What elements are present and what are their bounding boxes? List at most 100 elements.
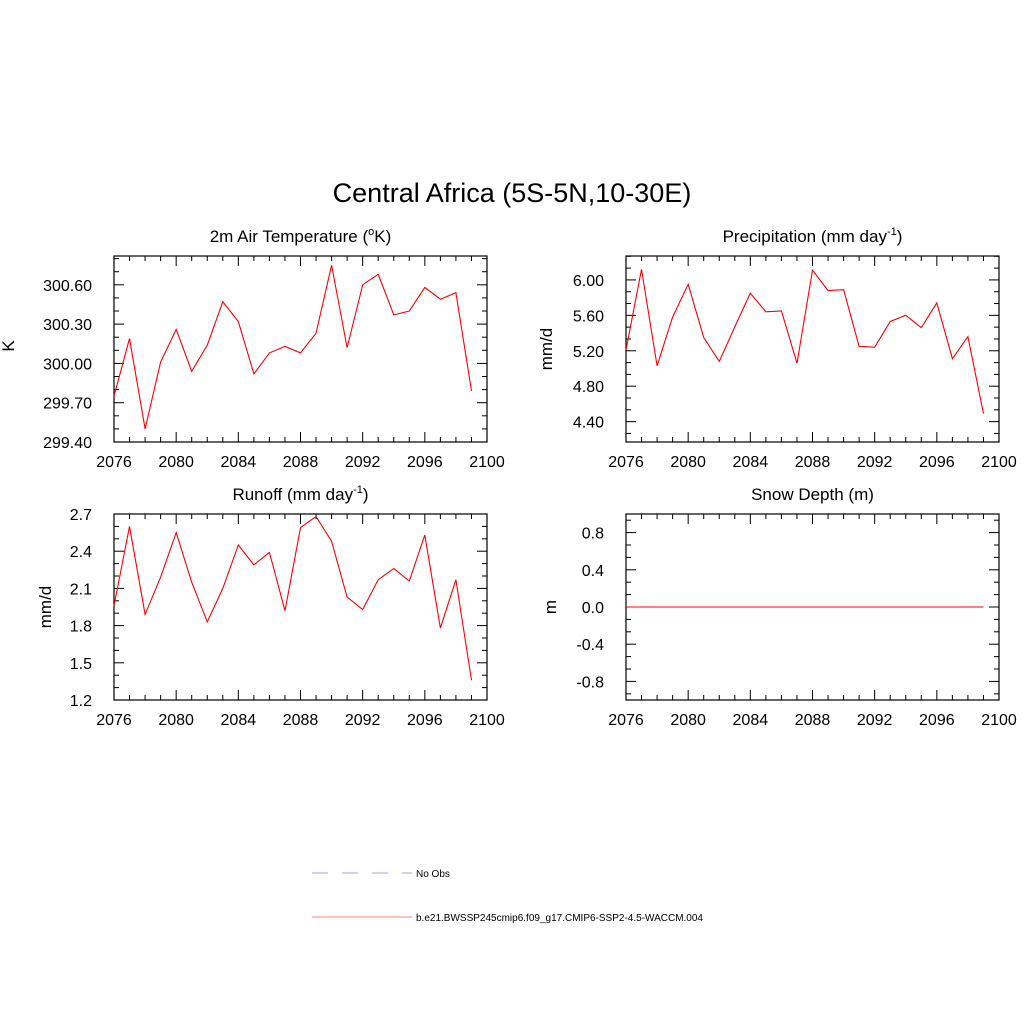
x-tick-label: 2080: [670, 712, 706, 729]
data-point: [625, 606, 626, 607]
data-point: [284, 610, 285, 611]
x-tick-label: 2088: [795, 712, 831, 729]
data-point: [952, 358, 953, 359]
data-point: [781, 310, 782, 311]
data-point: [812, 270, 813, 271]
data-point: [890, 606, 891, 607]
data-point: [409, 580, 410, 581]
data-point: [362, 609, 363, 610]
panel-title: 2m Air Temperature (oK): [210, 226, 392, 246]
panel-title-main: Snow Depth (m): [751, 485, 874, 504]
data-point: [424, 534, 425, 535]
data-point: [765, 606, 766, 607]
data-point: [300, 352, 301, 353]
panel-title-main: Precipitation (mm day: [723, 227, 888, 246]
data-point: [113, 605, 114, 606]
data-point: [207, 621, 208, 622]
y-tick-label: 1.5: [70, 656, 92, 673]
plot-frame: [113, 255, 488, 443]
x-tick-label: 2080: [158, 454, 194, 471]
panels-group: 2m Air Temperature (oK) K 2076 2080 2084 2088…: [0, 226, 1017, 729]
data-point: [471, 390, 472, 391]
data-point: [347, 596, 348, 597]
panel-title: Precipitation (mm day-1): [723, 226, 903, 246]
data-point: [191, 582, 192, 583]
y-tick-label: 1.2: [70, 693, 92, 710]
y-tick-label: 6.00: [573, 273, 604, 290]
data-point: [238, 321, 239, 322]
data-point: [703, 606, 704, 607]
data-point: [393, 314, 394, 315]
data-point: [952, 606, 953, 607]
plot-frame: [113, 513, 488, 701]
x-tick-label: 2084: [733, 454, 769, 471]
data-point: [967, 606, 968, 607]
data-point: [393, 568, 394, 569]
data-point: [284, 346, 285, 347]
x-tick-label: 2092: [345, 454, 381, 471]
y-tick-label: 300.60: [43, 278, 92, 295]
data-point: [656, 365, 657, 366]
data-point: [703, 337, 704, 338]
series-line: [625, 268, 985, 414]
data-point: [440, 627, 441, 628]
data-point: [176, 329, 177, 330]
legend: No Obs b.e21.BWSSP245cmip6.f09_g17.CMIP6-…: [312, 869, 703, 924]
data-point: [890, 321, 891, 322]
panel-title-superscript: o: [368, 226, 374, 238]
data-point: [269, 352, 270, 353]
y-tick-label: 0.4: [582, 563, 604, 580]
x-tick-label: 2096: [919, 454, 955, 471]
data-point: [455, 579, 456, 580]
data-point: [921, 606, 922, 607]
y-tick-label: 300.30: [43, 317, 92, 334]
y-tick-label: 299.40: [43, 435, 92, 452]
x-tick-label: 2088: [283, 712, 319, 729]
panel-title-tail: ): [363, 485, 369, 504]
y-tick-label: 2.1: [70, 581, 92, 598]
series-line: [113, 265, 473, 430]
data-point: [688, 606, 689, 607]
data-point: [440, 299, 441, 300]
panel-title-main: 2m Air Temperature (: [210, 227, 369, 246]
data-point: [859, 346, 860, 347]
x-tick-label: 2084: [221, 454, 257, 471]
data-point: [734, 326, 735, 327]
data-point: [656, 606, 657, 607]
data-point: [176, 532, 177, 533]
data-point: [238, 544, 239, 545]
y-tick-label: 4.40: [573, 415, 604, 432]
chart-panel-3: Runoff (mm day-1) mm/d 2076 2080 2084 2088 209…: [36, 484, 505, 729]
data-point: [781, 606, 782, 607]
plot-frame: [625, 255, 1000, 443]
x-tick-label: 2100: [469, 454, 505, 471]
x-tick-label: 2096: [407, 712, 443, 729]
data-point: [641, 606, 642, 607]
data-point: [874, 347, 875, 348]
data-point: [409, 310, 410, 311]
y-tick-label: -0.8: [576, 674, 604, 691]
y-tick-label: -0.4: [576, 637, 604, 654]
data-point: [983, 413, 984, 414]
data-point: [843, 606, 844, 607]
y-axis-label: m: [541, 600, 560, 614]
panel-title-tail: ): [897, 227, 903, 246]
data-point: [936, 302, 937, 303]
data-point: [144, 614, 145, 615]
data-point: [967, 336, 968, 337]
legend-item: b.e21.BWSSP245cmip6.f09_g17.CMIP6-SSP2-4…: [312, 913, 703, 924]
panel-title-superscript: -1: [353, 484, 363, 496]
x-tick-label: 2100: [981, 454, 1017, 471]
data-point: [625, 349, 626, 350]
panel-title: Snow Depth (m): [751, 485, 874, 504]
data-point: [843, 289, 844, 290]
data-point: [983, 606, 984, 607]
data-point: [750, 293, 751, 294]
figure-title: Central Africa (5S-5N,10-30E): [333, 178, 692, 208]
y-tick-label: 1.8: [70, 619, 92, 636]
x-tick-label: 2080: [670, 454, 706, 471]
x-tick-label: 2088: [795, 454, 831, 471]
data-point: [129, 338, 130, 339]
data-point: [734, 606, 735, 607]
